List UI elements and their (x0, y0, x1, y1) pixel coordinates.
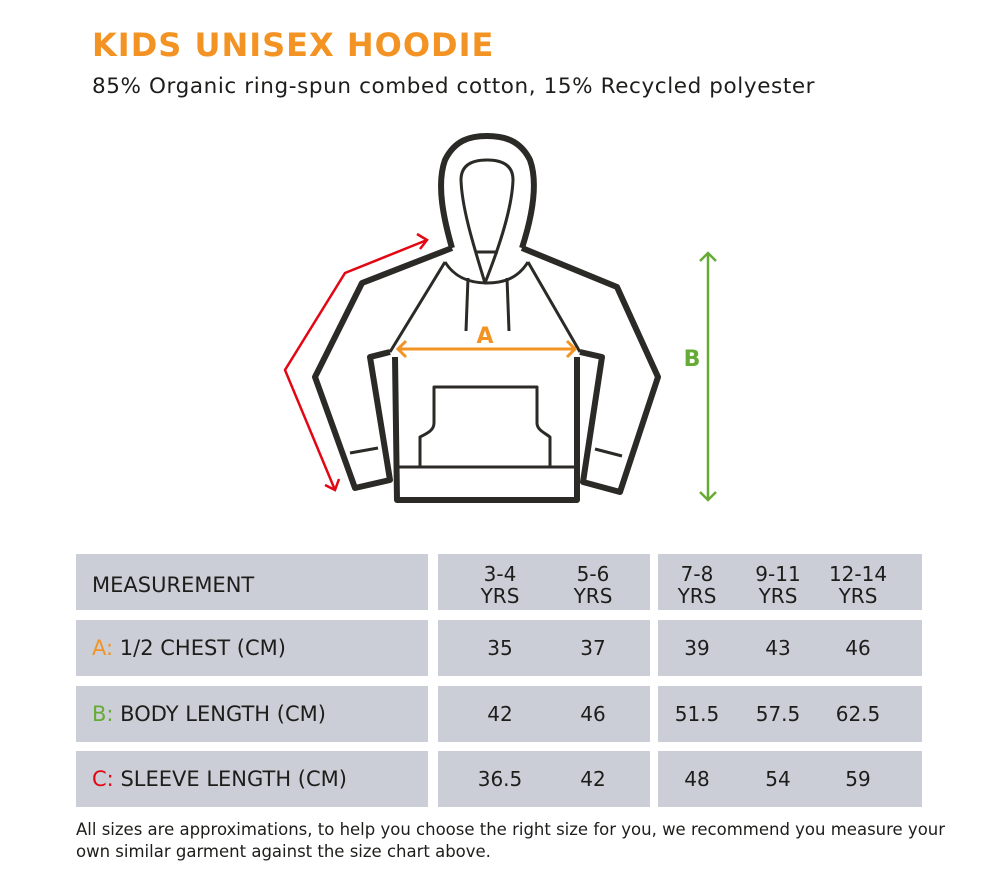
table-cell: 42 (580, 767, 606, 791)
footnote: All sizes are approximations, to help yo… (76, 820, 946, 861)
table-cell: 36.5 (477, 767, 523, 791)
table-cell: 54 (765, 767, 791, 791)
table-cell: 42 (487, 702, 513, 726)
size-header: 5-6 YRS (573, 562, 613, 608)
label-a: A (476, 324, 493, 349)
body-length-arrow (699, 251, 717, 502)
size-header: 12-14 YRS (828, 562, 888, 608)
header-measurement: MEASUREMENT (92, 573, 255, 597)
row-body-label: B: BODY LENGTH (CM) (92, 702, 326, 726)
fabric-subtitle: 85% Organic ring-spun combed cotton, 15%… (92, 74, 816, 99)
table-cell: 43 (765, 636, 791, 660)
table-cell: 46 (580, 702, 606, 726)
size-header: 9-11 YRS (755, 562, 801, 608)
size-header: 7-8 YRS (677, 562, 717, 608)
row-chest-label: A: 1/2 CHEST (CM) (92, 636, 286, 660)
hoodie-diagram: A B (283, 133, 717, 503)
sleeve-length-arrow (283, 232, 429, 492)
table-cell: 39 (684, 636, 710, 660)
table-cell: 57.5 (755, 702, 801, 726)
table-cell: 59 (845, 767, 871, 791)
hoodie-outline (312, 133, 661, 503)
label-b: B (684, 347, 701, 372)
row-sleeve-label: C: SLEEVE LENGTH (CM) (92, 767, 347, 791)
table-cell: 51.5 (674, 702, 720, 726)
table-cell: 35 (487, 636, 513, 660)
page-title: KIDS UNISEX HOODIE (92, 26, 495, 64)
table-cell: 46 (845, 636, 871, 660)
table-cell: 37 (580, 636, 606, 660)
table-cell: 48 (684, 767, 710, 791)
chest-arrow (395, 339, 578, 359)
table-cell: 62.5 (835, 702, 881, 726)
size-header: 3-4 YRS (480, 562, 520, 608)
